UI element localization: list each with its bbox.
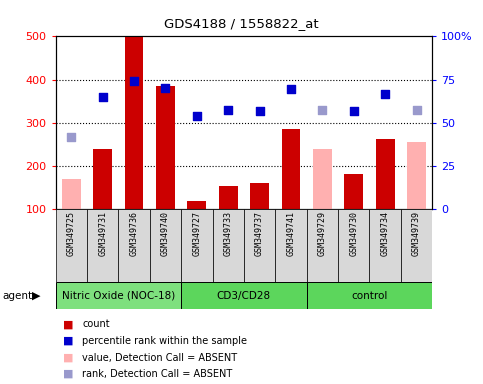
Text: GSM349725: GSM349725 [67,212,76,257]
Bar [275,209,307,282]
Bar [187,201,206,209]
Point [68,134,75,140]
Text: ■: ■ [63,369,73,379]
Text: agent: agent [2,291,32,301]
Text: GDS4188 / 1558822_at: GDS4188 / 1558822_at [164,17,319,30]
Bar [93,149,112,209]
Bar [313,149,332,209]
Text: ■: ■ [63,336,73,346]
Bar [376,139,395,209]
Text: ▶: ▶ [32,291,41,301]
Text: GSM349729: GSM349729 [318,212,327,257]
Bar [344,174,363,209]
Point [161,85,170,91]
Bar [338,209,369,282]
Text: GSM349741: GSM349741 [286,212,296,257]
Bar [369,209,401,282]
Text: Nitric Oxide (NOC-18): Nitric Oxide (NOC-18) [62,291,175,301]
Bar [401,209,432,282]
Point [287,86,295,92]
Point [256,108,264,114]
Text: value, Detection Call = ABSENT: value, Detection Call = ABSENT [82,353,237,362]
Bar [219,185,238,209]
Text: ■: ■ [63,353,73,362]
Text: GSM349730: GSM349730 [349,212,358,257]
Text: GSM349731: GSM349731 [98,212,107,257]
Point [350,108,357,114]
Point [193,113,201,119]
Bar [62,179,81,209]
Text: ■: ■ [63,319,73,329]
Bar [87,209,118,282]
Bar [181,282,307,309]
Point [130,78,138,84]
Bar [282,129,300,209]
Bar [307,209,338,282]
Text: percentile rank within the sample: percentile rank within the sample [82,336,247,346]
Point [224,107,232,113]
Bar [150,209,181,282]
Text: GSM349727: GSM349727 [192,212,201,257]
Bar [307,282,432,309]
Bar [407,142,426,209]
Text: control: control [351,291,388,301]
Point [99,94,107,100]
Text: GSM349733: GSM349733 [224,212,233,257]
Bar [125,36,143,209]
Point [319,107,327,113]
Text: GSM349740: GSM349740 [161,212,170,257]
Point [412,107,420,113]
Bar [118,209,150,282]
Bar [250,184,269,209]
Bar [56,209,87,282]
Bar [56,282,181,309]
Text: rank, Detection Call = ABSENT: rank, Detection Call = ABSENT [82,369,232,379]
Text: GSM349736: GSM349736 [129,212,139,257]
Text: GSM349737: GSM349737 [255,212,264,257]
Text: GSM349734: GSM349734 [381,212,390,257]
Bar [213,209,244,282]
Point [382,91,389,98]
Text: CD3/CD28: CD3/CD28 [217,291,271,301]
Text: count: count [82,319,110,329]
Bar [181,209,213,282]
Text: GSM349739: GSM349739 [412,212,421,257]
Bar [156,86,175,209]
Bar [244,209,275,282]
